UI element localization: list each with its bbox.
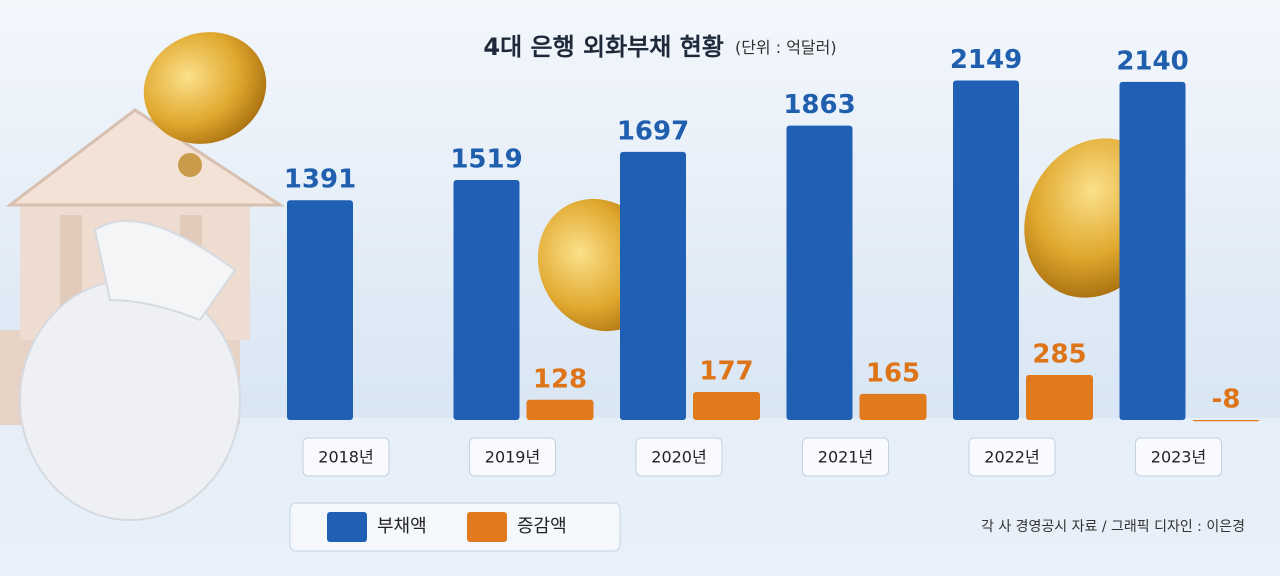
- value-label: 177: [699, 357, 753, 387]
- value-label: 1697: [617, 116, 689, 146]
- bar: [1192, 420, 1260, 422]
- chart-title: 4대 은행 외화부채 현황: [483, 33, 724, 61]
- bar: [620, 151, 686, 420]
- x-tick-label: 2021년: [818, 448, 873, 467]
- legend-swatch: [467, 512, 507, 542]
- title-group: 4대 은행 외화부채 현황 (단위 : 억달러): [483, 33, 836, 61]
- value-label: 1391: [284, 165, 356, 195]
- value-label: 1863: [783, 90, 855, 120]
- value-label: 285: [1032, 339, 1086, 369]
- legend-label: 증감액: [517, 516, 567, 537]
- category-box: [469, 437, 556, 477]
- x-tick-label: 2023년: [1151, 448, 1206, 467]
- value-label: 165: [866, 358, 920, 388]
- value-label: 128: [533, 364, 587, 394]
- chart-subtitle: (단위 : 억달러): [735, 38, 837, 57]
- legend: [289, 502, 621, 552]
- bar: [1119, 81, 1186, 420]
- bar: [287, 200, 353, 420]
- bar: [859, 393, 927, 420]
- bar: [693, 392, 760, 420]
- category-box: [302, 437, 390, 477]
- money-bag: [19, 220, 241, 521]
- bar: [953, 80, 1019, 420]
- bar: [453, 179, 520, 420]
- legend-label: 부채액: [377, 516, 427, 537]
- value-label: 1519: [450, 144, 522, 174]
- source: 각 사 경영공시 자료 / 그래픽 디자인 : 이은경: [981, 519, 1245, 535]
- x-tick-label: 2020년: [651, 448, 706, 467]
- category-box: [635, 437, 723, 477]
- category-box: [968, 437, 1056, 477]
- x-tick-label: 2018년: [318, 448, 373, 467]
- bar: [1026, 374, 1093, 420]
- category-box: [802, 437, 889, 477]
- legend-swatch: [327, 512, 367, 542]
- category-box: [1135, 437, 1222, 477]
- value-label: 2149: [950, 45, 1022, 75]
- bar: [786, 125, 853, 421]
- bar: [526, 399, 594, 420]
- x-tick-label: 2019년: [485, 448, 540, 467]
- x-tick-label: 2022년: [984, 448, 1039, 467]
- value-label: 2140: [1116, 46, 1188, 76]
- value-label: -8: [1212, 385, 1241, 415]
